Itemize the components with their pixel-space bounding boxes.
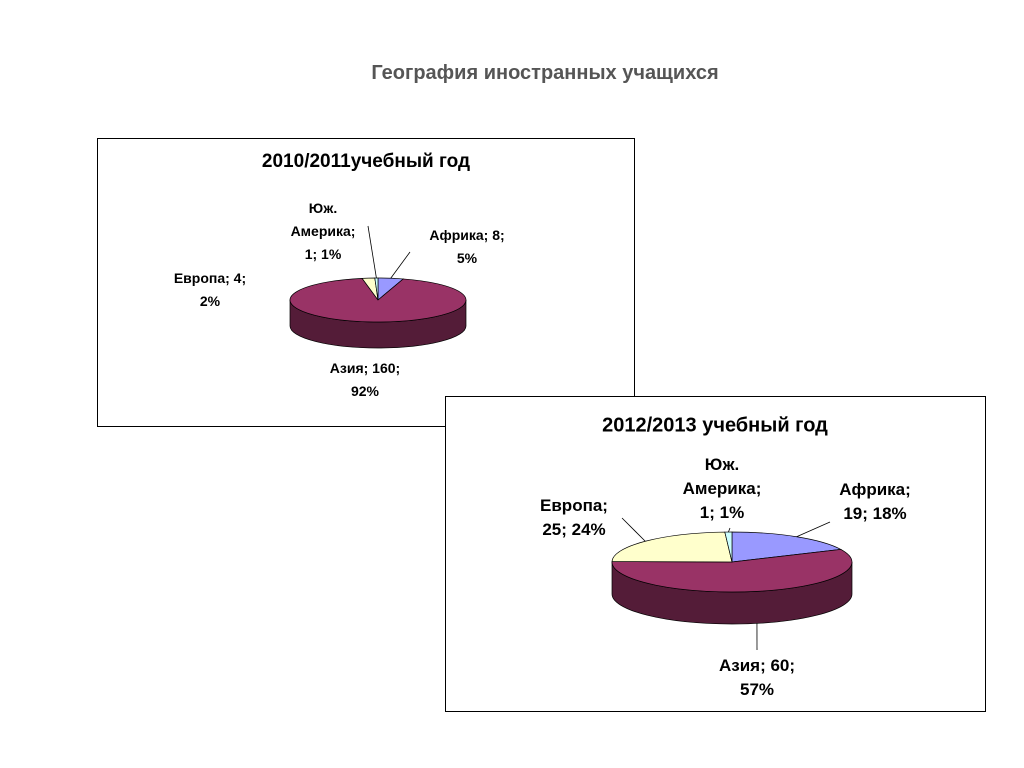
data-label: Азия; 160; 92% <box>329 360 401 399</box>
pie-slice <box>289 278 467 323</box>
chart-title: 2010/2011учебный год <box>262 151 470 172</box>
chart: 2012/2013 учебный год <box>445 396 986 712</box>
leader-line <box>390 251 411 279</box>
pie-slice <box>724 531 733 563</box>
leader-line <box>367 225 377 279</box>
data-label: Юж. Америка; 1; 1% <box>682 455 762 522</box>
leader-line <box>621 517 646 542</box>
pie-slice <box>611 549 853 593</box>
pie-slice <box>611 531 733 563</box>
data-label: Европа; 4; 2% <box>173 270 247 309</box>
leader-line <box>796 521 831 538</box>
leader-line <box>728 527 731 533</box>
data-label: Азия; 60; 57% <box>718 656 796 699</box>
data-label: Африка; 19; 18% <box>839 480 911 523</box>
chart: 2010/2011учебный год <box>97 138 635 427</box>
chart-title: 2012/2013 учебный год <box>602 414 828 436</box>
slide-title: География иностранных учащихся <box>371 62 719 84</box>
pie-slice <box>731 531 843 563</box>
data-label: Африка; 8; 5% <box>429 227 505 266</box>
data-label: Юж. Америка; 1; 1% <box>290 200 356 262</box>
data-label: Европа; 25; 24% <box>540 496 608 539</box>
